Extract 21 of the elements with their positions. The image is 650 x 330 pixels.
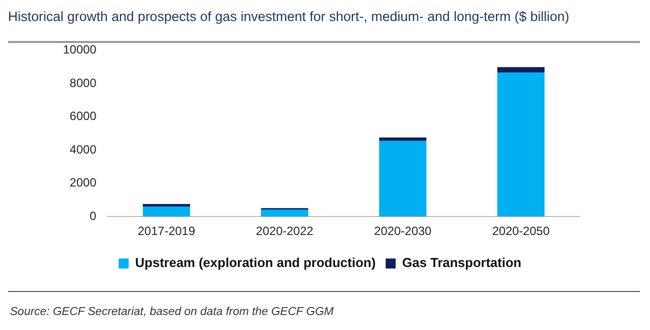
legend-label: Upstream (exploration and production): [135, 255, 376, 270]
chart-title: Historical growth and prospects of gas investment for short-, medium- and long-term ($ billion): [8, 9, 570, 24]
y-tick-label: 8000: [70, 76, 97, 90]
bar: [497, 72, 545, 217]
source-note: Source: GECF Secretariat, based on data from the GECF GGM: [10, 306, 334, 318]
y-tick-label: 6000: [70, 109, 97, 124]
legend-label: Gas Transportation: [402, 255, 522, 270]
bar: [142, 204, 190, 206]
y-tick-label: 4000: [70, 142, 97, 156]
x-tick-label: 2020-2022: [256, 224, 314, 238]
bar: [260, 209, 308, 217]
bar: [379, 140, 426, 217]
y-tick-label: 10000: [62, 42, 97, 57]
x-tick-label: 2020-2050: [492, 224, 550, 238]
x-tick-label: 2017-2019: [138, 224, 196, 238]
y-tick-label: 2000: [70, 176, 97, 190]
bar: [379, 138, 426, 141]
bar: [142, 206, 190, 217]
bar: [497, 67, 545, 73]
y-tick-label: 0: [90, 208, 97, 223]
x-tick-label: 2020-2030: [374, 224, 432, 238]
